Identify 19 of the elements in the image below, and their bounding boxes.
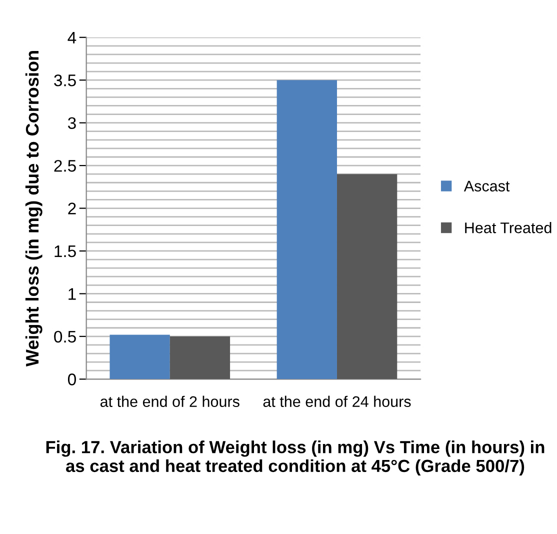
y-tick-label: 1.5 xyxy=(54,246,76,258)
y-tick-label: 2 xyxy=(68,202,76,214)
caption: Fig. 17. Variation of Weight loss (in mg) Vs Time (in hours) in as cast and heat treated condition at 45°C (Grade 500/7) xyxy=(46,440,544,476)
legend-label: Heat Treated xyxy=(465,222,552,234)
bar xyxy=(170,336,230,380)
y-tick-label: 2.5 xyxy=(54,160,76,172)
y-tick-label: 4 xyxy=(68,32,76,44)
bar xyxy=(336,174,398,380)
legend-label: Ascast xyxy=(464,180,510,192)
x-tick-label: at the end of 2 hours xyxy=(100,396,240,408)
y-tick-label: 0.5 xyxy=(54,330,76,343)
bar xyxy=(276,80,337,380)
y-axis-title: Weight loss (in mg) due to Corrosion xyxy=(25,51,42,367)
y-tick-label: 0 xyxy=(68,374,76,386)
bar xyxy=(110,334,170,380)
y-tick-label: 3 xyxy=(68,117,76,130)
y-tick-label: 3.5 xyxy=(54,74,76,86)
x-tick-label: at the end of 24 hours xyxy=(263,396,411,408)
y-tick-label: 1 xyxy=(68,288,76,300)
